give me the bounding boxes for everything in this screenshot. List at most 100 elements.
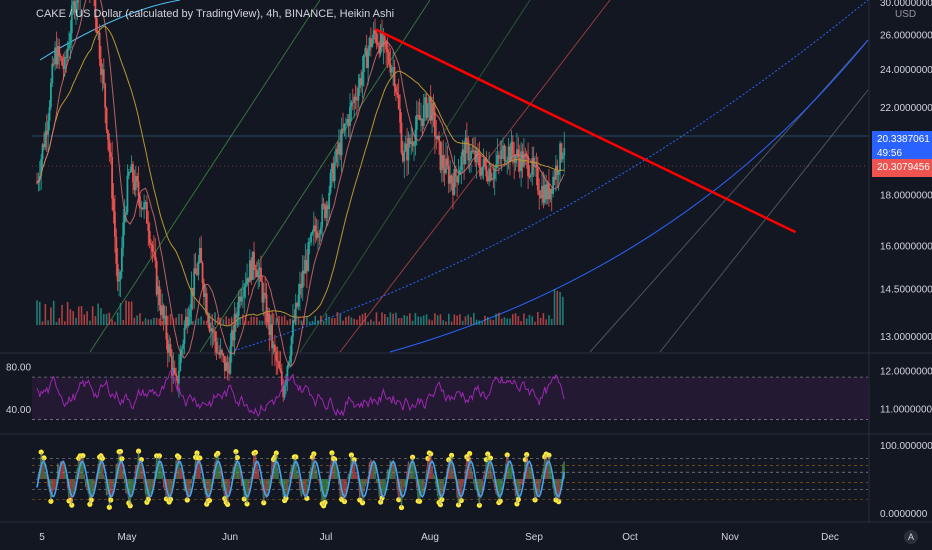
candle-body (155, 260, 158, 295)
volume-bar (370, 319, 372, 325)
candle-body (385, 40, 388, 50)
candle-body (115, 236, 118, 264)
candle-body (439, 141, 442, 171)
volume-bar (239, 316, 241, 325)
volume-bar (361, 314, 364, 325)
volume-bar (464, 316, 467, 325)
volume-bar (392, 313, 394, 325)
y-tick-label: 13.0000000 (880, 332, 932, 343)
candle-body (187, 317, 190, 326)
candle-body (120, 247, 123, 272)
volume-bar (186, 317, 189, 325)
volume-bar (158, 318, 161, 325)
volume-bar (345, 317, 347, 325)
volume-bar (55, 321, 58, 325)
candle-body (58, 45, 61, 56)
y-tick-label: 16.0000000 (880, 242, 932, 253)
candle-body (548, 183, 550, 200)
candle-body (520, 151, 523, 172)
volume-bar (420, 316, 422, 325)
auto-scale-icon[interactable]: A (904, 530, 918, 544)
candle-body (304, 260, 307, 274)
candle-body (415, 114, 418, 130)
candle-body (260, 267, 262, 282)
volume-bar (389, 312, 392, 325)
volume-bar (481, 321, 483, 325)
rsi-tick-label: 40.00 (6, 405, 31, 416)
candle-body (112, 198, 115, 212)
candle-body (268, 313, 271, 335)
candle-body (315, 231, 318, 238)
volume-bar (247, 320, 250, 325)
candle-body (531, 157, 534, 175)
volume-bar (495, 313, 497, 325)
candle-body (126, 175, 129, 213)
volume-bar (116, 312, 119, 325)
candle-body (317, 233, 319, 238)
candle-body (161, 305, 164, 316)
volume-bar (503, 317, 506, 325)
volume-bar (511, 314, 514, 325)
candle-body (545, 184, 548, 200)
volume-bar (102, 314, 105, 325)
candle-body (321, 203, 324, 228)
volume-bar (258, 320, 261, 325)
candle-body (400, 122, 403, 153)
volume-bar (453, 314, 456, 325)
volume-bar (534, 321, 536, 325)
candle-body (489, 168, 492, 180)
candle-body (194, 268, 197, 274)
volume-bar (205, 320, 208, 325)
candle-body (518, 157, 521, 172)
candle-body (229, 346, 232, 374)
volume-bar (242, 314, 244, 325)
candle-body (314, 225, 317, 232)
volume-bar (434, 313, 436, 325)
candle-body (422, 104, 425, 126)
y-tick-label: 11.0000000 (880, 405, 932, 416)
volume-bar (169, 313, 172, 325)
candle-body (300, 283, 303, 288)
candle-body (72, 1, 75, 6)
candle-body (428, 96, 431, 104)
candle-body (500, 149, 503, 159)
candle-body (253, 251, 255, 269)
volume-bar (236, 312, 239, 325)
candle-body (211, 328, 214, 332)
volume-bar (375, 312, 378, 325)
y-tick-label: 12.0000000 (880, 367, 932, 378)
candle-body (413, 145, 415, 147)
volume-bar (52, 300, 55, 325)
volume-bar (269, 315, 272, 325)
volume-bar (261, 320, 264, 325)
candle-body (449, 175, 452, 184)
candle-body (411, 141, 414, 146)
volume-bar (86, 311, 88, 325)
candle-body (364, 48, 367, 55)
candle-body (208, 322, 211, 332)
x-tick-label: May (118, 532, 137, 543)
candle-body (97, 32, 100, 34)
candle-body (219, 350, 222, 355)
volume-bar (141, 321, 144, 325)
volume-bar (144, 318, 147, 325)
candle-body (503, 145, 506, 161)
volume-bar (133, 317, 136, 325)
volume-bar (83, 314, 86, 325)
candle-body (368, 38, 371, 51)
volume-bar (514, 313, 517, 325)
volume-bar (328, 317, 330, 325)
candle-body (230, 330, 233, 347)
candle-body (50, 82, 52, 108)
volume-bar (64, 321, 66, 325)
volume-bar (44, 304, 47, 325)
volume-bar (562, 296, 564, 325)
candle-body (333, 162, 336, 182)
candle-body (272, 344, 275, 349)
candle-body (65, 56, 68, 58)
candle-body (453, 168, 456, 195)
candle-body (329, 172, 332, 193)
arc-line (229, 0, 869, 353)
candle-body (66, 48, 69, 58)
